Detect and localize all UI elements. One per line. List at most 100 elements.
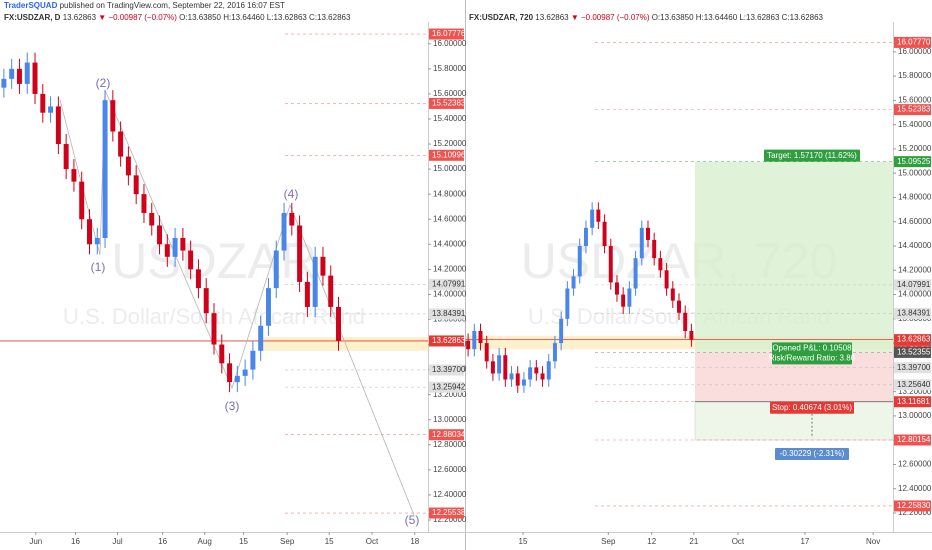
candle-body: [297, 225, 303, 282]
y-tick-label: 14.40000: [433, 239, 467, 248]
level-label: 16.07770: [897, 38, 931, 47]
candle-body: [203, 288, 209, 314]
y-tick-label: 12.80000: [433, 440, 467, 449]
level-label-box: [894, 104, 931, 116]
level-label: 13.25640: [897, 380, 931, 389]
candle-body: [304, 281, 310, 307]
y-tick-label: 15.20000: [433, 139, 467, 148]
y-tick-label: 12.40000: [433, 490, 467, 499]
candle-body: [571, 276, 576, 289]
candle-body: [9, 68, 15, 79]
x-tick-label: 15: [325, 537, 334, 546]
candle-body: [583, 227, 588, 247]
stop-label: Stop: 0.40674 (3.01%): [772, 403, 852, 412]
y-tick-label: 14.00000: [433, 290, 467, 299]
move-label: -0.30229 (-2.31%): [780, 449, 845, 458]
level-label-box: [429, 28, 464, 40]
level-label-box: [894, 500, 931, 512]
level-label-box: [429, 308, 464, 320]
change: ▼ −0.00987 (−0.07%): [98, 13, 177, 22]
candle-body: [646, 227, 650, 240]
level-label: 14.07991: [897, 280, 931, 289]
ohlc: O:13.63850 H:13.64460 L:13.62863 C:13.62…: [179, 13, 351, 22]
symbol-header: FX:USDZAR, 720 13.62863 ▼ −0.00987 (−0.0…: [469, 13, 824, 22]
change: ▼ −0.00987 (−0.07%): [571, 13, 650, 22]
candle-body: [683, 312, 688, 331]
x-tick-label: 16: [71, 537, 80, 546]
candle-body: [102, 100, 108, 239]
level-label: 13.52355: [897, 347, 931, 356]
wave-label: (1): [91, 260, 106, 274]
candle-body: [281, 212, 287, 251]
level-label: 13.62863: [432, 336, 466, 345]
x-tick-label: Sep: [280, 537, 295, 546]
level-label: 15.09525: [897, 157, 931, 166]
candle-body: [48, 106, 54, 113]
level-label: 15.10996: [432, 150, 466, 159]
candle-body: [87, 219, 92, 245]
y-tick-label: 15.00000: [898, 168, 932, 177]
y-tick-label: 15.00000: [433, 164, 467, 173]
y-tick-label: 15.40000: [433, 114, 467, 123]
candle-body: [608, 246, 613, 283]
candle-body: [509, 373, 514, 380]
y-tick-label: 13.20000: [433, 390, 467, 399]
candle-body: [540, 373, 545, 380]
candle-body: [157, 225, 163, 245]
ohlc: O:13.63850 H:13.64460 L:13.62863 C:13.62…: [652, 13, 824, 22]
level-label-box: [894, 308, 931, 320]
candle-body: [125, 156, 131, 176]
level-label-box: [894, 379, 931, 391]
candle-body: [118, 131, 124, 157]
candle-body: [534, 367, 539, 374]
level-label: 13.39700: [432, 365, 466, 374]
y-tick-label: 15.60000: [898, 95, 932, 104]
pnl-box: [772, 342, 852, 365]
level-label-box: [894, 36, 931, 48]
level-label: 13.84391: [432, 309, 466, 318]
candle-body: [289, 212, 295, 226]
level-label-box: [894, 396, 931, 408]
candle-body: [596, 209, 601, 222]
y-tick-label: 15.60000: [433, 89, 467, 98]
candle-body: [515, 373, 520, 386]
y-tick-label: 14.00000: [898, 290, 932, 299]
y-tick-label: 16.00000: [433, 39, 467, 48]
candle-body: [149, 212, 155, 226]
candle-body: [141, 194, 147, 213]
y-tick-label: 13.20000: [898, 387, 932, 396]
candle-body: [503, 355, 508, 380]
candle-body: [312, 256, 318, 307]
candle-body: [497, 355, 502, 374]
candle-body: [71, 169, 77, 182]
candle-body: [195, 269, 201, 289]
wave-label: (2): [96, 76, 111, 90]
move-label-box: [775, 448, 849, 461]
y-tick-label: 12.60000: [433, 465, 467, 474]
candle-body: [614, 282, 619, 295]
y-tick-label: 12.20000: [433, 515, 467, 524]
candle-body: [658, 258, 663, 271]
pnl-label: Opened P&L: 0.10508: [772, 343, 852, 352]
candle-body: [265, 288, 271, 326]
candle-body: [602, 221, 607, 247]
candle-body: [227, 363, 233, 383]
level-label: 12.25830: [897, 501, 931, 510]
y-tick-label: 12.60000: [898, 460, 932, 469]
rr-label: Risk/Reward Ratio: 3.86: [769, 353, 856, 362]
publisher-name: TraderSQUAD: [4, 1, 58, 10]
candle-body: [133, 175, 139, 195]
x-tick-label: 21: [689, 537, 698, 546]
candle-body: [16, 68, 22, 84]
candle-body: [211, 313, 217, 345]
y-tick-label: 15.80000: [898, 71, 932, 80]
y-tick-label: 14.60000: [898, 217, 932, 226]
level-label-box: [894, 334, 931, 346]
candle-body: [670, 288, 675, 301]
candle-body: [258, 325, 264, 351]
candle-body: [652, 239, 657, 259]
y-tick-label: 14.20000: [433, 264, 467, 273]
level-label: 13.39700: [897, 363, 931, 372]
level-label: 13.25942: [432, 382, 466, 391]
